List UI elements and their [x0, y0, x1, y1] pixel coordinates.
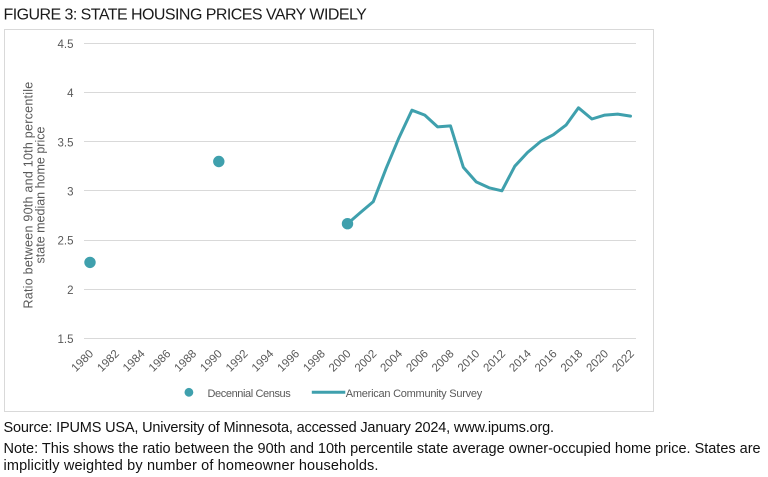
svg-text:state median home price: state median home price — [34, 127, 48, 264]
svg-text:Decennial Census: Decennial Census — [208, 388, 292, 400]
svg-text:3: 3 — [67, 187, 73, 199]
svg-text:implicitly weighted by number: implicitly weighted by number of homeown… — [4, 458, 379, 474]
svg-text:2: 2 — [67, 285, 73, 297]
svg-text:3.5: 3.5 — [58, 137, 74, 149]
svg-text:Note: This shows the ratio bet: Note: This shows the ratio between the 9… — [4, 441, 761, 457]
svg-text:1.5: 1.5 — [58, 334, 74, 346]
svg-text:4.5: 4.5 — [58, 39, 74, 51]
svg-text:FIGURE 3: STATE HOUSING PRICES: FIGURE 3: STATE HOUSING PRICES VARY WIDE… — [4, 7, 368, 24]
svg-text:4: 4 — [67, 88, 74, 100]
svg-text:Ratio between 90th and 10th pe: Ratio between 90th and 10th percentile — [22, 81, 36, 308]
svg-text:American Community Survey: American Community Survey — [346, 388, 483, 400]
svg-text:Source: IPUMS USA, University: Source: IPUMS USA, University of Minneso… — [4, 420, 554, 436]
svg-text:2.5: 2.5 — [58, 236, 74, 248]
